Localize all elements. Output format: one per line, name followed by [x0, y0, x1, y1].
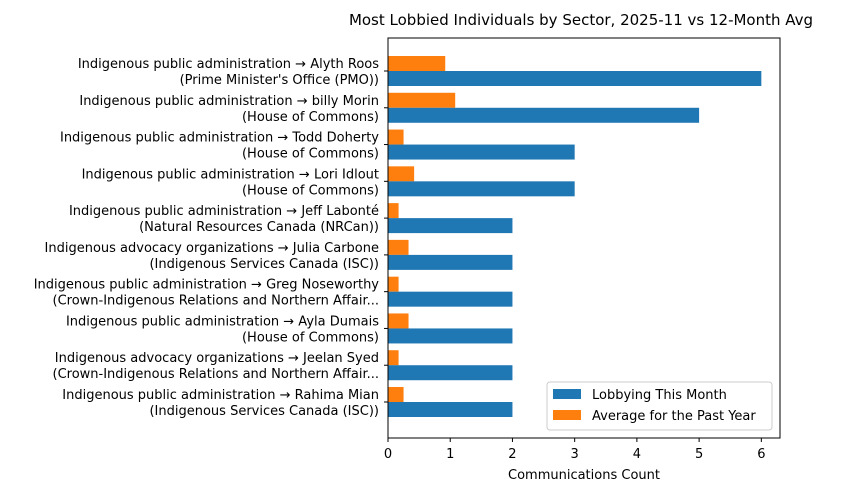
x-tick-label-2: 2 — [508, 447, 516, 462]
bars-layer — [388, 56, 762, 417]
bar-this-month-7 — [388, 291, 513, 307]
bar-past-year-avg-8 — [388, 313, 409, 329]
x-tick-label-1: 1 — [446, 447, 454, 462]
bar-past-year-avg-7 — [388, 276, 399, 292]
y-tick-label-line: Indigenous public administration → Alyth… — [78, 57, 379, 72]
y-tick-label-line: Indigenous public administration → Jeff … — [69, 204, 379, 219]
bar-this-month-4 — [388, 181, 575, 197]
x-tick-label-4: 4 — [633, 447, 641, 462]
x-ticks: 0 1 2 3 4 5 6 — [384, 438, 765, 462]
y-tick-label-line: Indigenous public administration → Lori … — [82, 167, 379, 182]
y-tick-label-line: (House of Commons) — [242, 330, 379, 345]
y-tick-label-line: (House of Commons) — [242, 147, 379, 162]
bar-past-year-avg-3 — [388, 129, 404, 145]
bar-this-month-1 — [388, 71, 762, 86]
legend-box — [546, 381, 773, 431]
bar-past-year-avg-5 — [388, 203, 399, 219]
y-tick-label-line: (Crown-Indigenous Relations and Northern… — [53, 294, 380, 309]
y-tick-label-line: (Prime Minister's Office (PMO)) — [180, 73, 379, 88]
y-tick-label-10: Indigenous public administration → Rahim… — [62, 388, 379, 419]
y-tick-label-line: (Crown-Indigenous Relations and Northern… — [53, 367, 380, 382]
legend-label-this-month: Lobbying This Month — [592, 388, 727, 403]
y-tick-label-line: Indigenous public administration → Ayla … — [66, 314, 379, 329]
y-tick-label-2: Indigenous public administration → billy… — [79, 94, 379, 125]
y-tick-labels: Indigenous public administration → Alyth… — [34, 57, 388, 419]
y-tick-label-line: (Indigenous Services Canada (ISC)) — [149, 257, 379, 272]
legend-swatch-this-month — [553, 389, 581, 399]
bar-this-month-2 — [388, 107, 700, 123]
bar-past-year-avg-9 — [388, 350, 399, 366]
legend: Lobbying This Month Average for the Past… — [546, 381, 773, 431]
y-tick-label-line: Indigenous public administration → Greg … — [34, 278, 380, 293]
bar-this-month-8 — [388, 328, 513, 344]
bar-this-month-3 — [388, 144, 575, 160]
y-tick-label-line: Indigenous public administration → Todd … — [60, 131, 379, 146]
x-tick-label-6: 6 — [757, 447, 765, 462]
y-tick-label-5: Indigenous public administration → Jeff … — [69, 204, 379, 235]
x-tick-label-3: 3 — [571, 447, 579, 462]
y-tick-label-6: Indigenous advocacy organizations → Juli… — [45, 241, 379, 272]
x-tick-label-0: 0 — [384, 447, 392, 462]
bar-past-year-avg-2 — [388, 92, 456, 108]
legend-label-past-year-avg: Average for the Past Year — [592, 409, 756, 424]
y-tick-label-1: Indigenous public administration → Alyth… — [78, 57, 379, 88]
y-tick-label-3: Indigenous public administration → Todd … — [60, 131, 379, 162]
bar-past-year-avg-1 — [388, 56, 446, 71]
bar-past-year-avg-6 — [388, 239, 409, 255]
y-tick-label-7: Indigenous public administration → Greg … — [34, 278, 380, 309]
y-tick-label-8: Indigenous public administration → Ayla … — [66, 314, 379, 345]
bar-this-month-5 — [388, 218, 513, 234]
y-tick-label-line: Indigenous public administration → Rahim… — [62, 388, 379, 403]
y-tick-label-line: Indigenous advocacy organizations → Jeel… — [55, 351, 379, 366]
y-tick-label-line: (House of Commons) — [242, 183, 379, 198]
y-tick-label-9: Indigenous advocacy organizations → Jeel… — [53, 351, 380, 382]
y-tick-label-line: Indigenous advocacy organizations → Juli… — [45, 241, 379, 256]
bar-this-month-10 — [388, 402, 513, 417]
x-axis-label: Communications Count — [508, 468, 660, 483]
y-tick-label-line: (Indigenous Services Canada (ISC)) — [149, 404, 379, 419]
y-tick-label-4: Indigenous public administration → Lori … — [82, 167, 379, 198]
chart-title: Most Lobbied Individuals by Sector, 2025… — [349, 11, 813, 29]
legend-swatch-past-year-avg — [553, 410, 581, 420]
y-tick-label-line: Indigenous public administration → billy… — [79, 94, 379, 109]
bar-past-year-avg-4 — [388, 166, 415, 182]
bar-this-month-9 — [388, 365, 513, 381]
x-tick-label-5: 5 — [695, 447, 703, 462]
bar-this-month-6 — [388, 254, 513, 270]
bar-past-year-avg-10 — [388, 387, 404, 402]
y-tick-label-line: (Natural Resources Canada (NRCan)) — [139, 220, 379, 235]
y-tick-label-line: (House of Commons) — [242, 110, 379, 125]
plot-frame — [387, 37, 781, 439]
